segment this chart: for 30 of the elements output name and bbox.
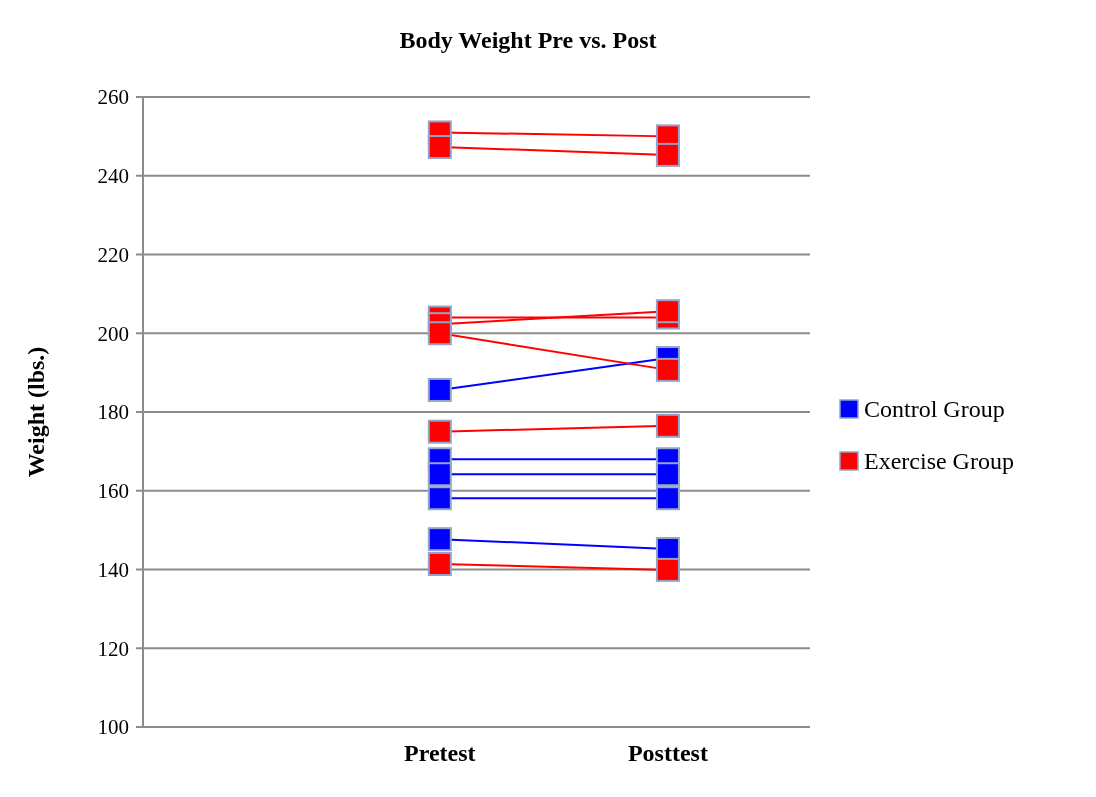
point	[655, 413, 680, 438]
x-tick-label: Posttest	[627, 740, 708, 766]
y-tick-label: 200	[97, 321, 129, 346]
point	[655, 142, 680, 167]
y-tick-label: 260	[97, 85, 129, 110]
y-tick-label: 220	[97, 242, 129, 267]
point	[427, 135, 452, 160]
point	[427, 551, 452, 576]
point	[427, 486, 452, 511]
y-tick-label: 140	[97, 557, 129, 582]
point	[427, 321, 452, 346]
point	[655, 486, 680, 511]
y-tick-label: 240	[97, 164, 129, 189]
x-tick-label: Pretest	[404, 740, 476, 766]
point	[655, 299, 680, 324]
y-tick-label: 100	[97, 715, 129, 740]
y-tick-label: 160	[97, 479, 129, 504]
point	[427, 527, 452, 552]
point	[655, 357, 680, 382]
chart-title: Body Weight Pre vs. Post	[399, 27, 657, 53]
y-tick-label: 120	[97, 636, 129, 661]
point	[655, 462, 680, 487]
point	[427, 419, 452, 444]
point	[655, 557, 680, 582]
y-tick-label: 180	[97, 400, 129, 425]
point	[427, 377, 452, 402]
legend-label: Exercise Group	[864, 448, 1014, 475]
point	[427, 462, 452, 487]
y-axis-title: Weight (lbs.)	[23, 346, 49, 478]
legend-label: Control Group	[864, 396, 1005, 423]
